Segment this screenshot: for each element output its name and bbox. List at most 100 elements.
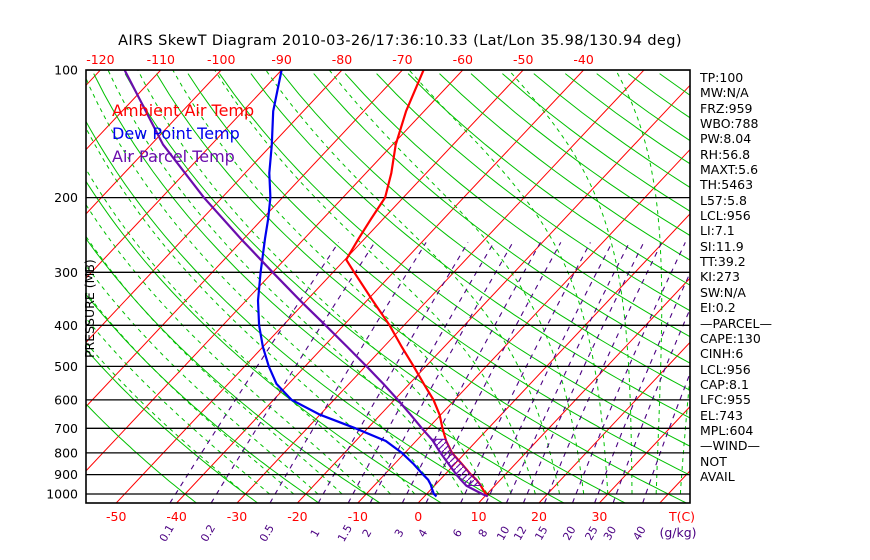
pressure-tick-label: 700 bbox=[54, 421, 78, 436]
dry-adiabat-line bbox=[156, 73, 687, 503]
legend-label-2: Air Parcel Temp bbox=[112, 147, 235, 166]
dry-adiabat-line bbox=[124, 73, 626, 503]
dry-adiabat-line bbox=[93, 73, 565, 503]
stat-line: TT:39.2 bbox=[700, 254, 746, 270]
pressure-tick-label: 300 bbox=[54, 265, 78, 280]
isotherm-line bbox=[599, 405, 690, 503]
moist-adiabat-line bbox=[86, 235, 343, 495]
top-temp-tick-label: -100 bbox=[207, 52, 235, 67]
stat-line: —WIND— bbox=[700, 438, 761, 454]
mixing-ratio-tick-label: 10 bbox=[494, 524, 512, 543]
moist-adiabat-line bbox=[265, 70, 560, 495]
stat-line: TH:5463 bbox=[700, 177, 754, 193]
x-axis-temp-label: T(C) bbox=[668, 509, 695, 524]
stat-line: CINH:6 bbox=[700, 346, 744, 362]
moist-adiabat-line bbox=[86, 203, 367, 495]
dry-adiabat-line bbox=[281, 73, 690, 391]
dry-adiabat-line bbox=[470, 73, 690, 237]
pressure-tick-label: 1000 bbox=[46, 487, 78, 502]
mixing-ratio-tick-label: 8 bbox=[476, 527, 491, 540]
bottom-temp-tick-label: -30 bbox=[227, 509, 247, 524]
dry-adiabat-line bbox=[86, 120, 503, 503]
bottom-temp-tick-label: 10 bbox=[471, 509, 487, 524]
isotherm-line bbox=[781, 70, 870, 503]
mixing-ratio-line bbox=[460, 242, 591, 503]
mixing-ratio-line bbox=[522, 242, 645, 503]
y-axis-label: PRESSURE (MB) bbox=[82, 259, 97, 358]
pressure-tick-label: 400 bbox=[54, 318, 78, 333]
top-temp-tick-label: -60 bbox=[453, 52, 473, 67]
cape-shaded-region bbox=[430, 438, 482, 487]
stat-line: MAXT:5.6 bbox=[700, 162, 759, 178]
top-temp-tick-label: -50 bbox=[513, 52, 533, 67]
mixing-ratio-tick-label: 15 bbox=[532, 524, 550, 543]
isotherm-line bbox=[538, 341, 690, 503]
stat-line: KI:273 bbox=[700, 269, 740, 285]
mixing-ratio-tick-label: 25 bbox=[582, 524, 600, 543]
stat-line: LI:7.1 bbox=[700, 223, 735, 239]
mixing-ratio-tick-label: 20 bbox=[560, 524, 578, 543]
dry-adiabat-line bbox=[86, 348, 258, 503]
bottom-temp-tick-label: 20 bbox=[531, 509, 547, 524]
moist-adiabat-line bbox=[328, 70, 585, 495]
stat-line: CAPE:130 bbox=[700, 330, 761, 346]
stat-line: NOT bbox=[700, 453, 727, 469]
dry-adiabat-line bbox=[187, 73, 690, 476]
mixing-ratio-tick-label: 1.5 bbox=[335, 522, 355, 544]
isotherm-line bbox=[115, 70, 524, 503]
pressure-tick-label: 200 bbox=[54, 190, 78, 205]
isotherm-line bbox=[86, 70, 403, 408]
moist-adiabat-line bbox=[508, 70, 633, 494]
dry-adiabat-line bbox=[344, 73, 690, 338]
mixing-ratio-tick-label: 30 bbox=[601, 524, 619, 543]
isotherm-line bbox=[297, 84, 690, 503]
isotherm-line bbox=[236, 70, 645, 503]
top-temp-tick-label: -90 bbox=[271, 52, 291, 67]
pressure-tick-label: 900 bbox=[54, 467, 78, 482]
mixing-ratio-tick-label: 0.5 bbox=[257, 522, 277, 544]
top-temp-tick-label: -70 bbox=[392, 52, 412, 67]
pressure-tick-label: 100 bbox=[54, 63, 78, 78]
mixing-ratio-tick-label: 3 bbox=[392, 527, 407, 540]
dry-adiabat-line bbox=[439, 73, 690, 261]
stat-line: TP:100 bbox=[700, 70, 744, 85]
mixing-ratio-line bbox=[210, 242, 376, 503]
mixing-ratio-tick-label: 12 bbox=[511, 524, 529, 543]
mixing-ratio-line bbox=[594, 271, 690, 503]
top-temp-tick-label: -120 bbox=[86, 52, 114, 67]
mixing-ratio-line bbox=[369, 242, 514, 503]
mixing-ratio-line bbox=[317, 242, 469, 503]
mixing-ratio-line bbox=[347, 242, 495, 503]
moist-adiabat-line bbox=[107, 70, 464, 495]
stat-line: MPL:604 bbox=[700, 422, 754, 438]
mixing-ratio-line bbox=[543, 242, 663, 503]
dry-adiabat-line bbox=[250, 73, 690, 419]
sounding-curve-dew-point-temp bbox=[256, 70, 438, 498]
pressure-tick-label: 500 bbox=[54, 359, 78, 374]
dry-adiabat-line bbox=[407, 73, 690, 286]
stat-line: L57:5.8 bbox=[700, 192, 747, 208]
moist-adiabat-line bbox=[214, 70, 536, 495]
dry-adiabat-line bbox=[218, 73, 690, 447]
stat-line: RH:56.8 bbox=[700, 146, 751, 162]
stat-line: LFC:955 bbox=[700, 392, 751, 408]
pressure-tick-label: 800 bbox=[54, 445, 78, 460]
dry-adiabat-line bbox=[376, 73, 690, 312]
bottom-temp-tick-label: -50 bbox=[106, 509, 126, 524]
bottom-temp-tick-label: -20 bbox=[287, 509, 307, 524]
isotherm-line bbox=[86, 70, 343, 344]
isotherm-line bbox=[478, 277, 690, 503]
top-temp-tick-label: -80 bbox=[332, 52, 352, 67]
isotherm-line bbox=[86, 70, 162, 151]
bottom-temp-tick-label: -10 bbox=[348, 509, 368, 524]
mixing-ratio-tick-label: 6 bbox=[450, 527, 465, 540]
mixing-ratio-tick-label: 4 bbox=[416, 527, 431, 540]
legend-label-0: Ambient Air Temp bbox=[112, 101, 254, 120]
stat-line: PW:8.04 bbox=[700, 131, 752, 147]
legend-label-1: Dew Point Temp bbox=[112, 124, 240, 143]
mixing-ratio-tick-label: 2 bbox=[360, 527, 375, 540]
mixing-ratio-tick-label: 1 bbox=[308, 527, 323, 540]
isotherm-line bbox=[417, 213, 690, 503]
